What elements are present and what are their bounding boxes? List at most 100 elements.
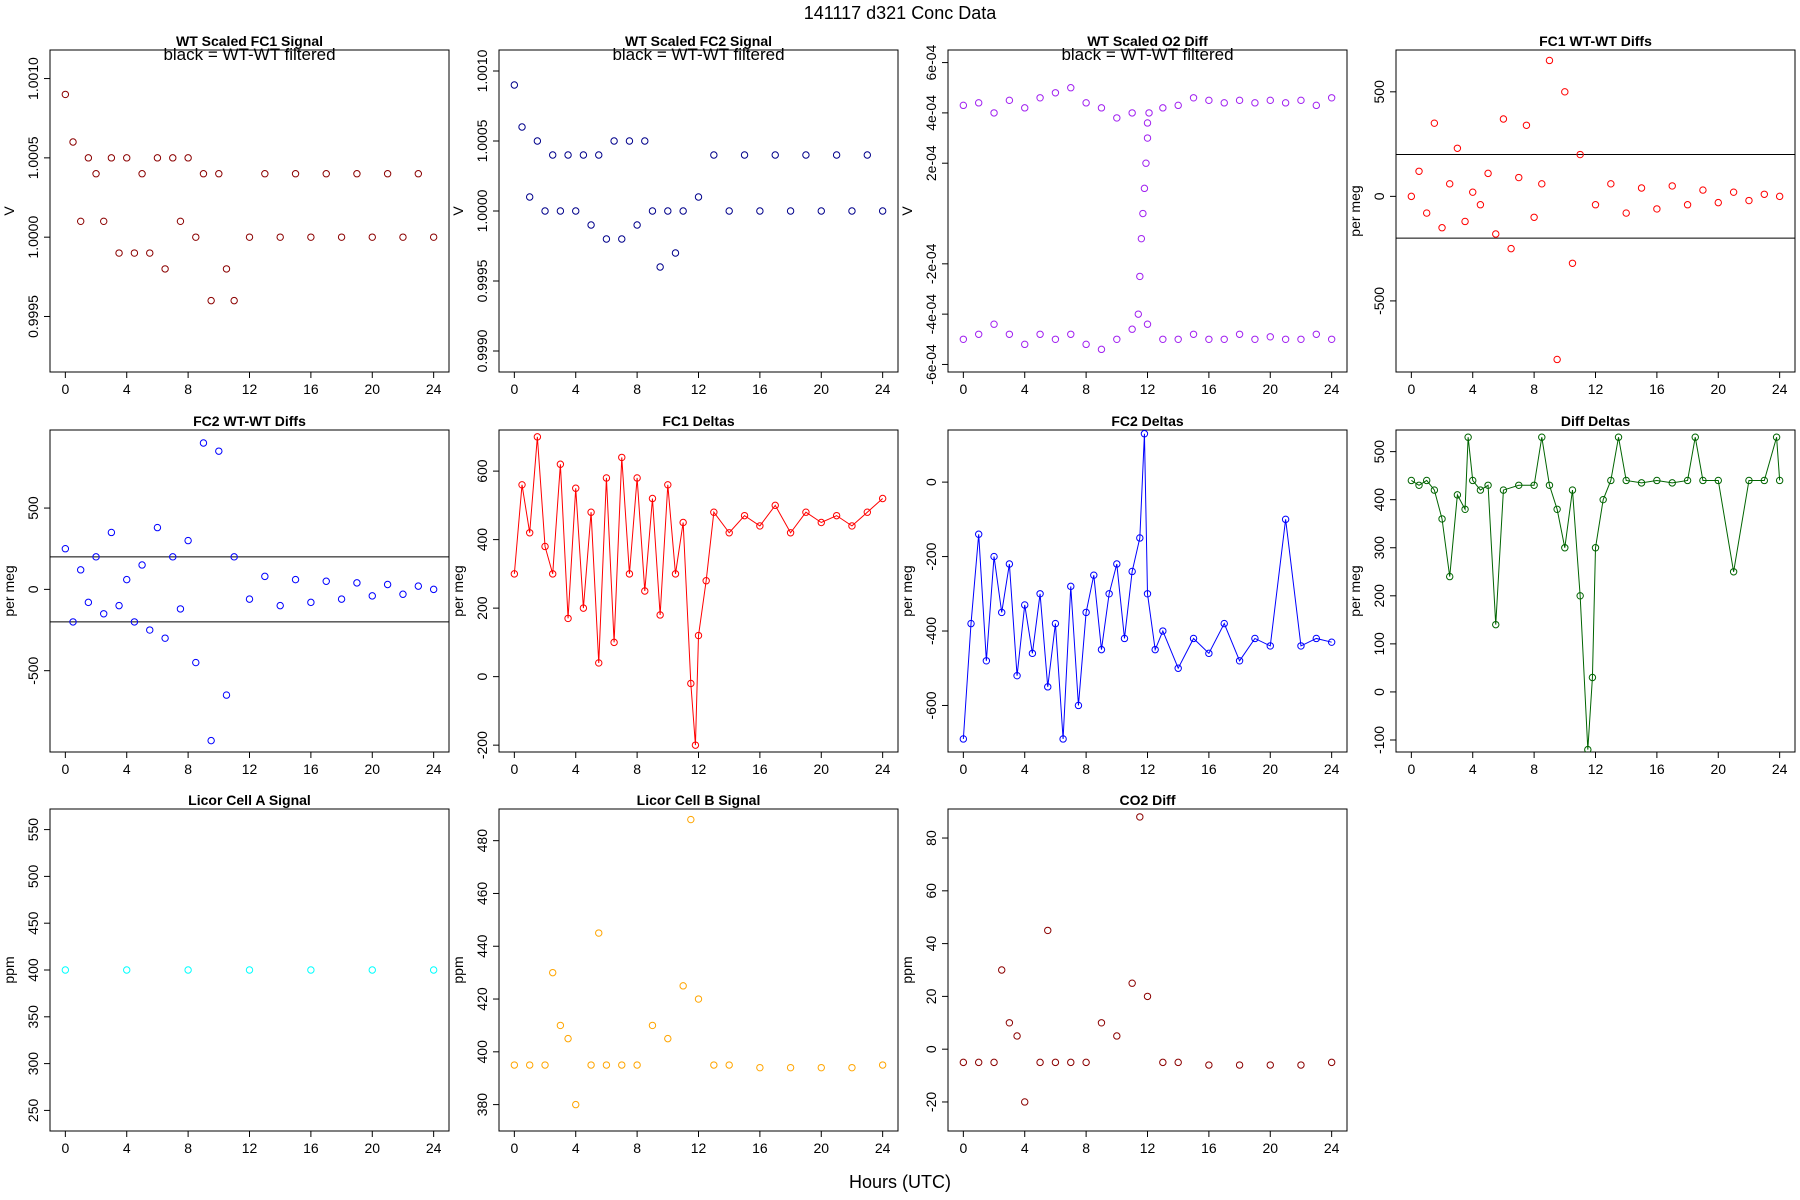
data-point	[998, 608, 1006, 617]
data-point	[245, 966, 254, 974]
data-point	[1699, 476, 1707, 485]
x-tick-label: 12	[1588, 381, 1604, 397]
data-point	[541, 207, 549, 215]
data-point	[878, 1061, 887, 1069]
x-tick-label: 12	[1588, 761, 1604, 777]
data-point	[1775, 192, 1784, 201]
data-point	[61, 966, 70, 974]
data-point	[261, 572, 269, 581]
y-tick-label: -200	[474, 731, 490, 759]
x-tick-label: 16	[1201, 761, 1217, 777]
data-point	[322, 577, 330, 585]
data-point	[1469, 476, 1477, 485]
y-tick-label: 200	[1371, 584, 1387, 608]
data-point	[687, 679, 695, 688]
data-point	[1128, 979, 1136, 987]
x-tick-label: 16	[752, 381, 768, 397]
data-point	[92, 553, 100, 561]
data-point	[710, 508, 718, 516]
data-point	[1637, 479, 1646, 487]
y-tick-label: -20	[923, 1092, 939, 1112]
data-point	[725, 529, 733, 537]
data-point	[756, 522, 764, 530]
data-point	[383, 580, 392, 589]
data-point	[1714, 198, 1722, 207]
data-point	[100, 610, 108, 618]
data-point	[595, 929, 603, 937]
y-axis-label: V	[899, 206, 915, 216]
data-point	[1453, 144, 1462, 152]
data-point	[664, 207, 672, 215]
plot-frame	[49, 808, 450, 1132]
y-tick-label: 80	[923, 830, 939, 846]
x-tick-label: 12	[1140, 1140, 1156, 1156]
data-point	[176, 217, 185, 226]
x-tick-label: 8	[184, 761, 192, 777]
data-point	[1327, 335, 1336, 343]
data-point	[802, 151, 810, 159]
x-tick-label: 0	[959, 381, 967, 397]
y-tick-label: 600	[474, 459, 490, 483]
data-point	[702, 577, 710, 585]
data-point	[510, 81, 519, 89]
data-point	[1137, 234, 1146, 243]
y-axis-label: ppm	[1, 956, 17, 983]
data-point	[518, 123, 526, 131]
data-point	[549, 968, 557, 977]
data-point	[1312, 330, 1321, 338]
y-tick-label: 1.0005	[25, 136, 41, 179]
data-point	[1515, 481, 1523, 489]
data-point	[130, 249, 139, 257]
plot-frame	[1395, 49, 1796, 373]
data-point	[153, 154, 162, 162]
data-point	[1128, 567, 1136, 576]
data-point	[169, 553, 177, 561]
panel-title: WT Scaled FC2 Signal	[625, 33, 772, 49]
data-point	[1142, 159, 1150, 167]
data-point	[633, 1061, 641, 1069]
y-tick-label: 400	[25, 958, 41, 982]
data-point	[130, 618, 139, 626]
y-tick-label: 350	[25, 1005, 41, 1029]
data-point	[207, 296, 215, 305]
data-point	[1446, 572, 1454, 581]
x-tick-label: 24	[1324, 761, 1340, 777]
y-tick-label: 300	[25, 1052, 41, 1076]
data-point	[1492, 620, 1500, 629]
data-point	[1576, 150, 1584, 159]
data-point	[1143, 992, 1152, 1001]
x-tick-label: 20	[364, 1140, 380, 1156]
y-tick-label: -400	[923, 617, 939, 645]
data-point	[998, 966, 1006, 974]
x-tick-label: 4	[572, 761, 580, 777]
y-axis-label: per meg	[1347, 185, 1363, 236]
data-point	[1074, 701, 1083, 710]
data-point	[1772, 433, 1781, 441]
data-point	[1082, 340, 1090, 349]
panel-3: FC1 WT-WT Diffs per meg 0 4 8 12 16 20 24 -500 0 50…	[1347, 33, 1796, 397]
data-point	[1220, 99, 1228, 107]
data-point	[1422, 476, 1431, 485]
data-point	[230, 296, 238, 305]
data-point	[169, 154, 177, 162]
data-point	[1561, 88, 1569, 96]
data-point	[648, 207, 657, 215]
panel-6: FC2 Deltas per meg 0 4 8 12 16 20 24 -600 -400 -200…	[899, 413, 1348, 777]
data-point	[1622, 476, 1630, 485]
data-point	[1105, 590, 1113, 598]
data-point	[1683, 201, 1692, 209]
data-point	[1067, 84, 1075, 92]
data-layer	[959, 430, 1336, 743]
data-point	[1036, 590, 1044, 598]
data-point	[100, 217, 108, 226]
data-point	[1151, 645, 1159, 654]
data-point	[641, 137, 649, 145]
data-point	[832, 511, 841, 520]
data-point	[1760, 476, 1769, 485]
x-tick-label: 16	[752, 1140, 768, 1156]
data-point	[656, 263, 664, 271]
y-tick-label: 440	[474, 934, 490, 958]
data-point	[1159, 1058, 1167, 1067]
data-point	[1561, 544, 1569, 552]
data-point	[1407, 192, 1416, 201]
